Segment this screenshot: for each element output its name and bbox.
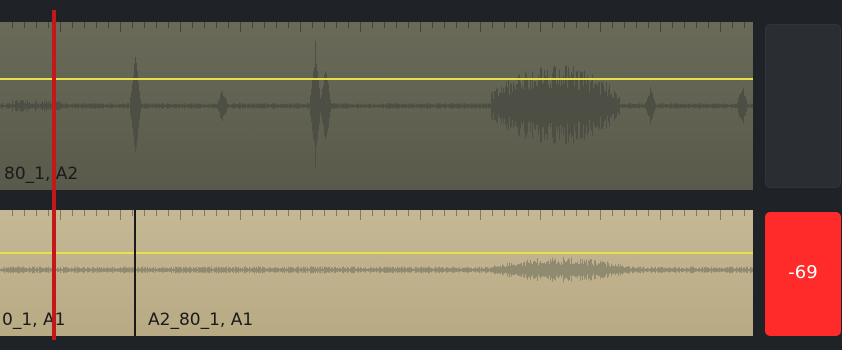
waveform-a1-left	[0, 210, 134, 336]
track-a1: 0_1, A1 A2_80_1, A1	[0, 210, 753, 336]
clip-boundary[interactable]	[134, 210, 136, 336]
level-meter-a2	[765, 24, 841, 188]
audio-clip-a1-right[interactable]: A2_80_1, A1	[136, 210, 753, 336]
audio-clip-a2[interactable]: 80_1, A2	[0, 22, 753, 190]
clip-label-a1-right: A2_80_1, A1	[148, 310, 254, 330]
track-a2: 80_1, A2	[0, 22, 753, 190]
audio-clip-a1-left[interactable]: 0_1, A1	[0, 210, 134, 336]
clip-label-a2: 80_1, A2	[4, 164, 79, 184]
ruler-ticks	[12, 22, 745, 32]
clip-label-a1-left: 0_1, A1	[2, 310, 66, 330]
playhead-line[interactable]	[52, 10, 56, 340]
waveform-path	[0, 40, 753, 168]
waveform-path	[136, 257, 753, 283]
waveform-a2	[0, 22, 753, 190]
waveform-path	[0, 266, 134, 274]
level-meter-a1: -69	[765, 212, 841, 336]
ruler-ticks	[12, 210, 133, 220]
clip-background	[0, 210, 134, 336]
level-meter-a1-value: -69	[788, 262, 818, 283]
waveform-a1-right	[136, 210, 753, 336]
ruler-ticks	[144, 210, 745, 220]
